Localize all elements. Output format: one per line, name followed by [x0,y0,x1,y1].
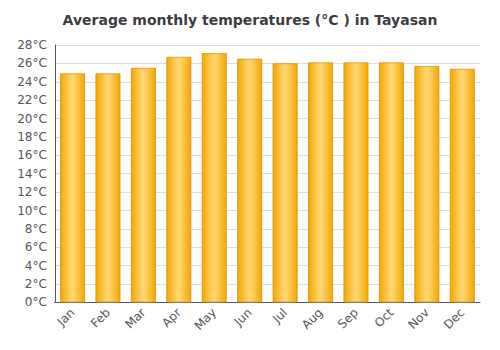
svg-text:May: May [192,306,219,333]
svg-text:14°C: 14°C [17,167,47,181]
svg-text:4°C: 4°C [25,259,47,273]
svg-text:22°C: 22°C [17,93,47,107]
svg-text:Jan: Jan [54,306,78,330]
svg-text:Feb: Feb [88,306,113,331]
svg-text:28°C: 28°C [17,38,47,52]
svg-text:Mar: Mar [122,305,148,331]
svg-text:8°C: 8°C [25,222,47,236]
svg-text:Average monthly temperatures (: Average monthly temperatures (°C ) in Ta… [63,12,438,28]
svg-text:Aug: Aug [299,306,325,332]
svg-text:Apr: Apr [159,305,184,330]
svg-text:Nov: Nov [405,306,431,332]
svg-text:Dec: Dec [441,306,467,332]
svg-text:Oct: Oct [372,305,397,330]
svg-text:10°C: 10°C [17,204,47,218]
svg-text:Jul: Jul [269,306,290,327]
svg-text:24°C: 24°C [17,75,47,89]
svg-text:16°C: 16°C [17,148,47,162]
svg-text:Sep: Sep [335,306,361,332]
svg-text:2°C: 2°C [25,277,47,291]
svg-text:12°C: 12°C [17,185,47,199]
svg-text:20°C: 20°C [17,112,47,126]
svg-text:26°C: 26°C [17,56,47,70]
svg-text:18°C: 18°C [17,130,47,144]
svg-text:Jun: Jun [231,306,255,330]
svg-text:0°C: 0°C [25,295,47,309]
svg-text:6°C: 6°C [25,240,47,254]
